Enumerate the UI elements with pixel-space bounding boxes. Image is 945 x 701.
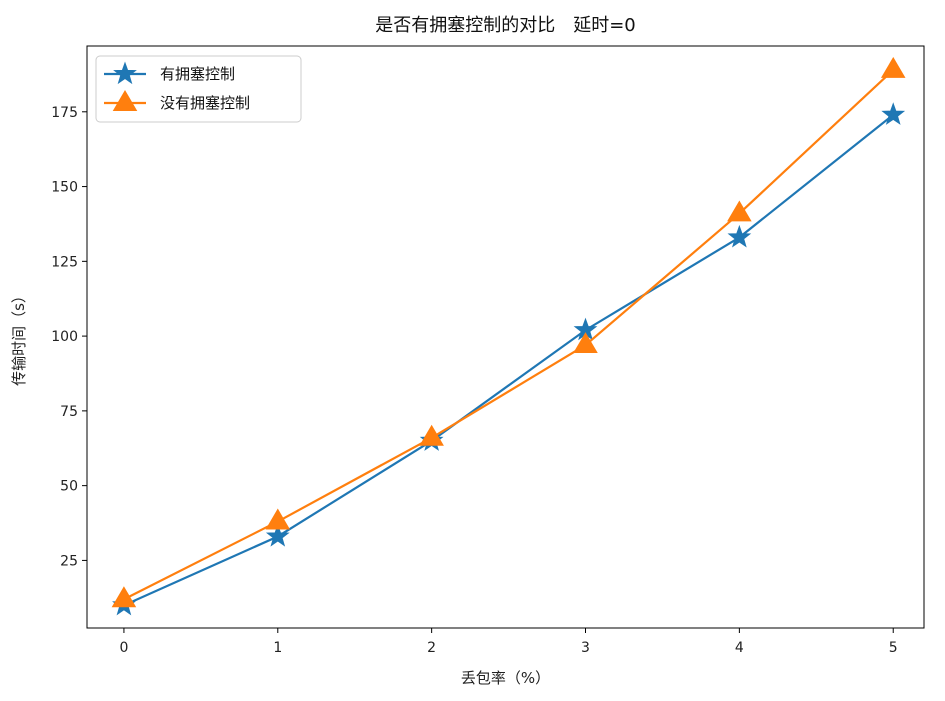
plot-frame <box>86 45 925 629</box>
y-axis: 25 50 75 100 125 150 175 <box>51 105 87 569</box>
data-point <box>881 102 906 125</box>
x-tick-label: 2 <box>427 640 436 656</box>
x-tick-label: 0 <box>119 640 128 656</box>
chart-title: 是否有拥塞控制的对比 延时=0 <box>375 15 636 36</box>
data-point <box>265 524 290 547</box>
series-line <box>123 113 894 607</box>
legend-label: 有拥塞控制 <box>160 65 235 83</box>
x-tick-label: 3 <box>581 640 590 656</box>
x-tick-label: 1 <box>273 640 282 656</box>
x-axis-title: 丢包率（%） <box>461 669 550 687</box>
x-axis: 0 1 2 3 4 5 <box>119 628 898 656</box>
legend-item: 没有拥塞控制 <box>104 90 250 112</box>
data-point <box>880 56 906 78</box>
legend-box <box>95 55 302 123</box>
y-tick-label: 125 <box>51 254 78 270</box>
y-tick-label: 175 <box>51 105 78 121</box>
series-layer <box>111 56 906 616</box>
y-tick-label: 50 <box>60 479 78 495</box>
series-2 <box>111 56 906 608</box>
legend-marker <box>113 61 137 85</box>
y-tick-label: 100 <box>51 329 78 345</box>
legend-marker <box>112 90 138 111</box>
legend-item: 有拥塞控制 <box>104 61 235 85</box>
y-axis-title: 传输时间（s） <box>10 288 28 386</box>
series-1 <box>112 102 906 616</box>
legend-label: 没有拥塞控制 <box>160 94 250 112</box>
series-line <box>123 69 894 601</box>
y-tick-label: 150 <box>51 180 78 196</box>
data-point <box>727 200 752 222</box>
y-tick-label: 75 <box>60 404 78 420</box>
data-point <box>419 424 444 446</box>
data-point <box>265 508 291 530</box>
x-tick-label: 5 <box>889 640 898 656</box>
data-point <box>573 332 598 354</box>
data-point <box>727 224 752 248</box>
y-tick-label: 25 <box>60 553 78 569</box>
data-point <box>111 586 137 608</box>
x-tick-label: 4 <box>735 640 744 656</box>
